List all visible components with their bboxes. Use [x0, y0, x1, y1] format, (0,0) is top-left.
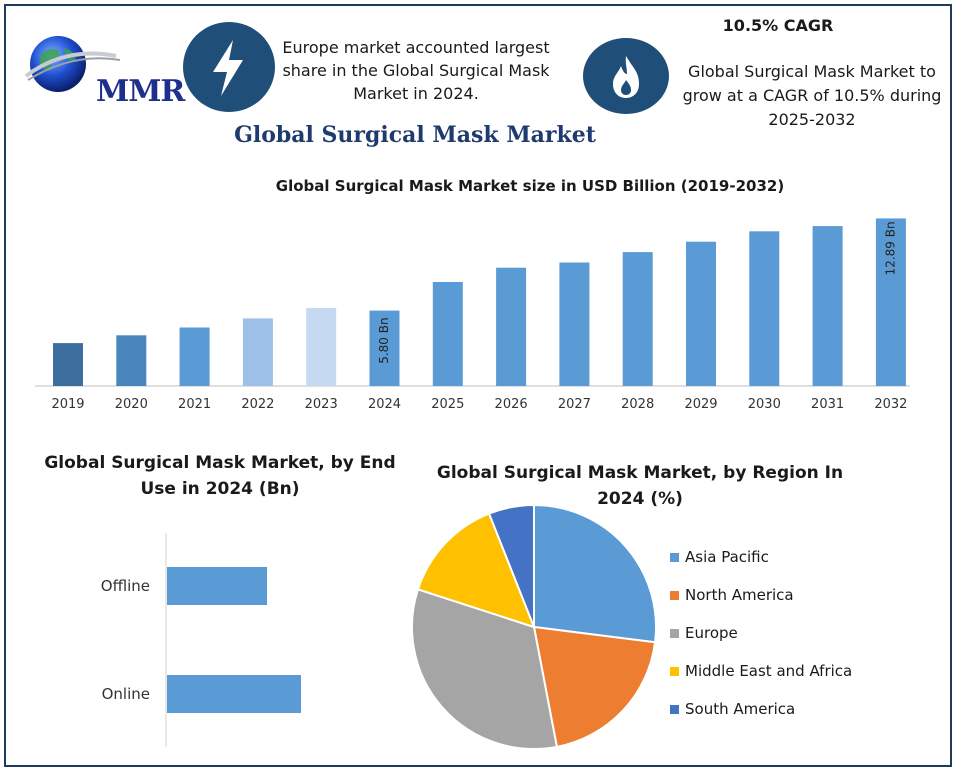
slice-asia-pacific — [533, 503, 657, 644]
legend-label: Asia Pacific — [685, 548, 769, 566]
slice-north-america — [532, 625, 657, 749]
legend-item-middle-east-and-africa: Middle East and Africa — [670, 652, 852, 690]
flame-icon-circle — [583, 38, 669, 114]
cagr-note: Global Surgical Mask Market to grow at a… — [682, 62, 942, 129]
slice-middle-east-and-africa — [416, 512, 536, 629]
legend-swatch — [670, 628, 679, 638]
logo-text: MMR — [96, 74, 185, 109]
legend-label: Middle East and Africa — [685, 662, 853, 680]
tick-label-2028: 2028 — [621, 397, 654, 412]
page-title: Global Surgical Mask Market — [234, 122, 596, 148]
bar-2028 — [622, 252, 653, 386]
tick-label-2025: 2025 — [431, 397, 464, 412]
tick-label-2031: 2031 — [811, 397, 844, 412]
globe-icon — [24, 36, 121, 92]
legend-swatch — [670, 552, 679, 562]
flame-icon — [613, 56, 639, 98]
tick-label-2027: 2027 — [558, 397, 591, 412]
tick-label-2021: 2021 — [178, 397, 211, 412]
bar-offline — [167, 567, 267, 605]
market-size-bar-chart: 2019 2020 2021 2022 2023 2024 5.80 Bn 2025 2026 2… — [35, 218, 910, 412]
legend-item-north-america: North America — [670, 576, 852, 614]
legend-swatch — [670, 704, 679, 714]
bar-2023 — [306, 308, 337, 386]
legend-label: South America — [685, 700, 796, 718]
end-use-bar-chart: Offline Online — [101, 533, 301, 747]
bar-2022 — [242, 318, 273, 386]
bar-2021 — [179, 327, 210, 386]
category-label-offline: Offline — [101, 577, 150, 595]
slice-europe — [411, 588, 559, 750]
bar-2029 — [686, 241, 716, 386]
bar-2032 — [875, 218, 906, 386]
data-label-2032: 12.89 Bn — [883, 221, 897, 275]
data-label-2024: 5.80 Bn — [377, 317, 391, 363]
lightning-icon-circle — [183, 22, 275, 112]
bar-2024 — [369, 310, 400, 386]
legend-swatch — [670, 666, 679, 676]
legend-label: Europe — [685, 624, 738, 642]
tick-label-2019: 2019 — [51, 397, 84, 412]
bar-2026 — [496, 267, 527, 386]
europe-share-note: Europe market accounted largest share in… — [282, 38, 550, 103]
category-label-online: Online — [102, 685, 150, 703]
tick-label-2024: 2024 — [368, 397, 401, 412]
region-chart-title: Global Surgical Mask Market, by Region I… — [436, 463, 844, 509]
infographic-frame — [4, 4, 952, 767]
market-size-chart-title: Global Surgical Mask Market size in USD … — [275, 177, 785, 195]
legend-item-south-america: South America — [670, 690, 852, 728]
end-use-chart-title: Global Surgical Mask Market, by End Use … — [44, 453, 396, 499]
cagr-title: 10.5% CAGR — [722, 16, 834, 35]
bar-2019 — [53, 343, 83, 386]
legend-label: North America — [685, 586, 794, 604]
tick-label-2026: 2026 — [495, 397, 528, 412]
slice-south-america — [487, 503, 535, 628]
region-legend: Asia Pacific North America Europe Middle Ea… — [670, 538, 852, 728]
bar-online — [167, 675, 301, 713]
tick-label-2029: 2029 — [684, 397, 717, 412]
tick-label-2023: 2023 — [305, 397, 338, 412]
bar-2031 — [812, 226, 843, 386]
legend-item-asia-pacific: Asia Pacific — [670, 538, 852, 576]
region-pie-chart — [411, 503, 657, 750]
tick-label-2022: 2022 — [241, 397, 274, 412]
legend-item-europe: Europe — [670, 614, 852, 652]
bar-2030 — [749, 231, 780, 386]
lightning-icon — [213, 40, 243, 96]
tick-label-2030: 2030 — [748, 397, 781, 412]
bar-2027 — [559, 262, 590, 386]
bar-2020 — [116, 335, 147, 386]
mmr-logo: MMR — [18, 26, 185, 109]
tick-label-2032: 2032 — [874, 397, 907, 412]
bar-2025 — [432, 282, 463, 386]
legend-swatch — [670, 590, 679, 600]
tick-label-2020: 2020 — [115, 397, 148, 412]
